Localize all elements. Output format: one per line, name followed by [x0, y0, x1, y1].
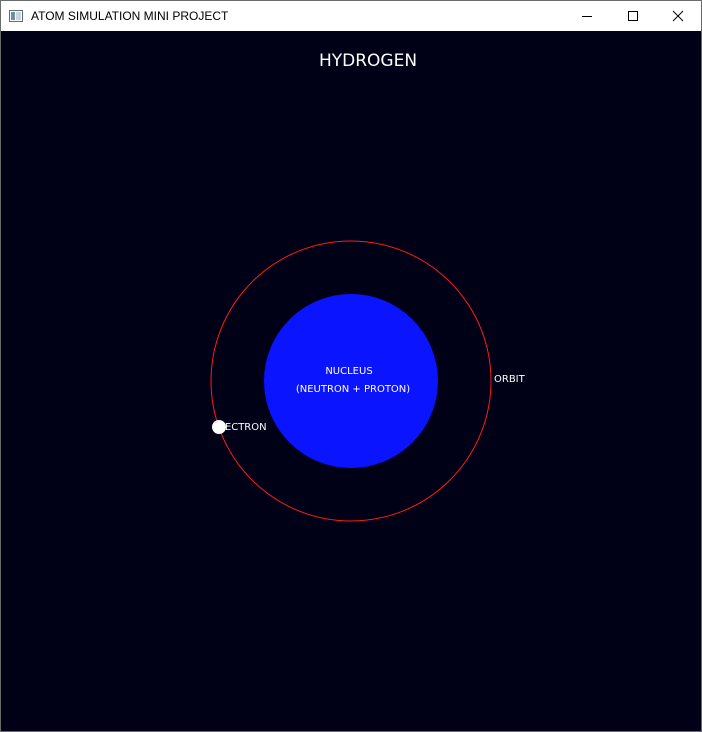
- orbit-ring: [210, 240, 492, 522]
- nucleus: [264, 294, 438, 468]
- minimize-icon: [582, 16, 592, 17]
- nucleus-sublabel: (NEUTRON + PROTON): [296, 384, 410, 395]
- maximize-icon: [628, 11, 638, 21]
- orbit-label: ORBIT: [494, 374, 526, 385]
- minimize-button[interactable]: [564, 1, 610, 31]
- element-name-heading: HYDROGEN: [319, 51, 417, 71]
- close-icon: [672, 10, 684, 22]
- app-window-icon[interactable]: [9, 9, 23, 22]
- simulation-canvas: HYDROGEN NUCLEUS (NEUTRON + PROTON) ORBI…: [1, 31, 701, 731]
- maximize-button[interactable]: [610, 1, 656, 31]
- electron: [212, 420, 226, 434]
- close-button[interactable]: [655, 1, 701, 31]
- window-title: ATOM SIMULATION MINI PROJECT: [31, 9, 229, 23]
- nucleus-label: NUCLEUS: [325, 366, 372, 377]
- electron-label: ELECTRON: [213, 422, 267, 433]
- atom-drawing: HYDROGEN NUCLEUS (NEUTRON + PROTON) ORBI…: [210, 51, 526, 522]
- title-bar[interactable]: ATOM SIMULATION MINI PROJECT: [1, 1, 701, 31]
